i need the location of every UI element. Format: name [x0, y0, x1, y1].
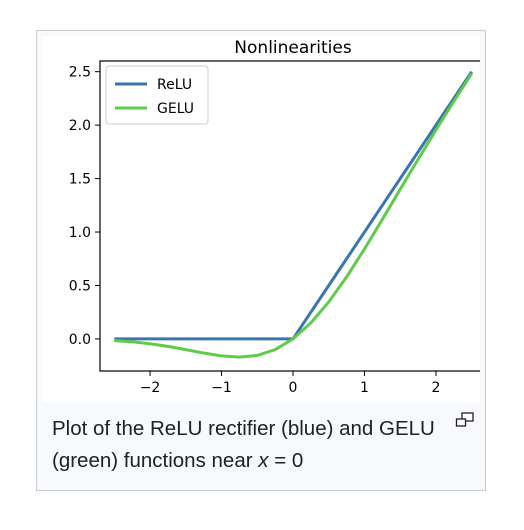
y-tick-label: 1.5	[69, 172, 91, 188]
legend-label-relu: ReLU	[157, 77, 192, 93]
caption-text-end: = 0	[268, 449, 304, 472]
x-tick-label: 2	[432, 380, 441, 396]
caption-text-start: Plot of the ReLU rectifier (blue) and GE…	[52, 417, 435, 472]
figure-thumbnail: Nonlinearities −2 −1 0 1 2 0.0 0.5 1.0 1.5 2.0 2.5 R…	[36, 30, 486, 491]
x-tick-label: −2	[140, 380, 161, 396]
y-tick-label: 2.0	[69, 118, 91, 134]
series-line-gelu	[114, 72, 473, 359]
y-tick-label: 2.5	[69, 65, 91, 81]
plot-area[interactable]: Nonlinearities −2 −1 0 1 2 0.0 0.5 1.0 1.5 2.0 2.5 R…	[42, 36, 480, 402]
magnify-clip-icon[interactable]	[455, 412, 475, 428]
x-tick-label: 1	[360, 380, 369, 396]
y-tick-label: 0.0	[69, 332, 91, 348]
figure-caption: Plot of the ReLU rectifier (blue) and GE…	[52, 413, 452, 477]
nonlinearities-chart: Nonlinearities −2 −1 0 1 2 0.0 0.5 1.0 1.5 2.0 2.5 R…	[69, 38, 480, 396]
legend-label-gelu: GELU	[157, 101, 194, 117]
x-tick-label: −1	[211, 380, 232, 396]
y-tick-label: 1.0	[69, 225, 91, 241]
x-tick-label: 0	[289, 380, 298, 396]
chart-title: Nonlinearities	[234, 38, 352, 58]
caption-variable: x	[258, 449, 269, 472]
y-tick-label: 0.5	[69, 278, 91, 294]
